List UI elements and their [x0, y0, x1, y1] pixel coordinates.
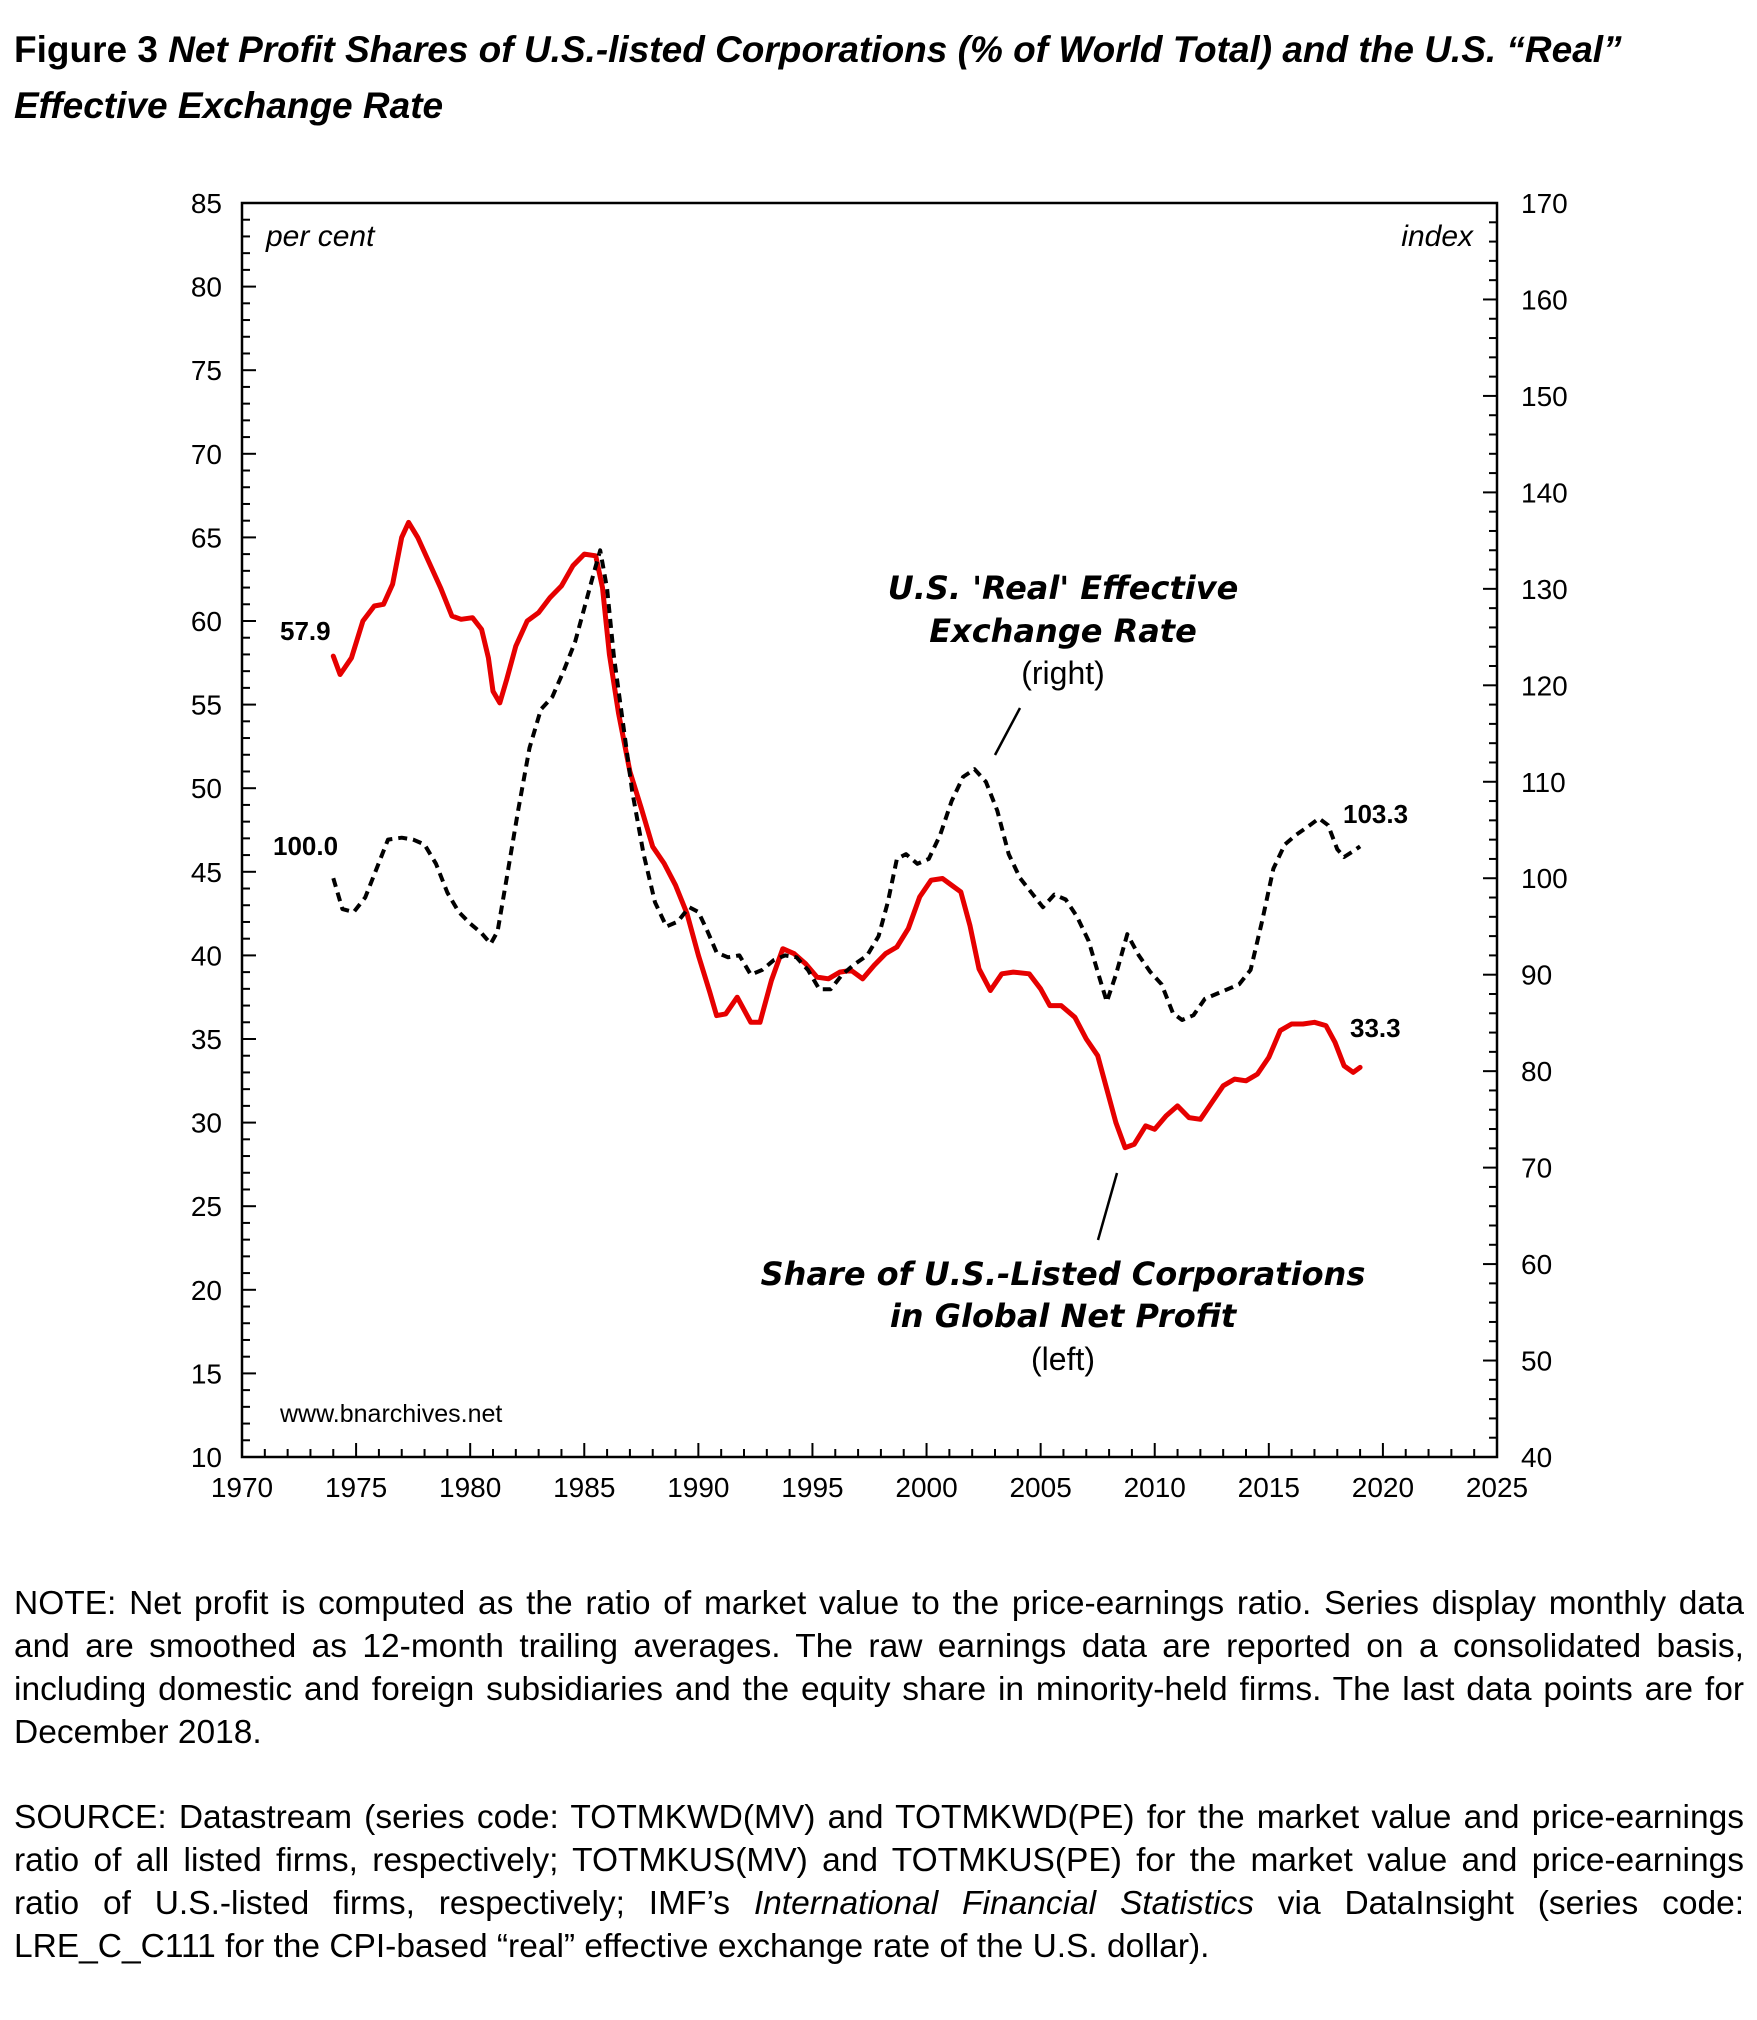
profit-start-label: 57.9 [280, 616, 331, 646]
y-left-tick-label: 20 [191, 1275, 222, 1306]
y-left-tick-label: 30 [191, 1108, 222, 1139]
x-tick-label: 2020 [1352, 1472, 1414, 1503]
source-text-1: SOURCE: Datastream (series code: TOTMKWD… [14, 1799, 1744, 1922]
profit-share-annotation-line2: in Global Net Profit [890, 1297, 1238, 1335]
source-url: www.bnarchives.net [279, 1400, 502, 1428]
y-right-tick-label: 100 [1521, 863, 1568, 894]
y-right-tick-label: 130 [1521, 574, 1568, 605]
exchange-end-label: 103.3 [1343, 799, 1408, 829]
exchange-rate-line [331, 548, 1362, 1022]
y-left-tick-label: 35 [191, 1024, 222, 1055]
figure-number: Figure 3 [14, 29, 158, 70]
y-right-tick-label: 70 [1521, 1153, 1552, 1184]
figure-title-text: Net Profit Shares of U.S.-listed Corpora… [14, 29, 1622, 126]
y-left-tick-label: 65 [191, 522, 222, 553]
x-tick-label: 1975 [325, 1472, 387, 1503]
x-tick-label: 1970 [211, 1472, 273, 1503]
y-left-tick-label: 85 [191, 188, 222, 219]
profit-share-annotation-line3: (left) [1031, 1341, 1095, 1377]
exchange-rate-pointer [993, 707, 1022, 756]
y-left-tick-label: 80 [191, 272, 222, 303]
y-right-tick-label: 170 [1521, 188, 1568, 219]
chart: 1970 1975 1980 1985 1990 1995 2000 2005 2010 2015… [191, 188, 1568, 1503]
y-right-tick-label: 140 [1521, 477, 1568, 508]
plot-frame [240, 201, 1499, 1459]
x-tick-label: 1995 [781, 1472, 843, 1503]
x-tick-label: 2025 [1466, 1472, 1528, 1503]
tick-labels: 1970 1975 1980 1985 1990 1995 2000 2005 2010 2015… [191, 188, 1568, 1503]
x-tick-label: 2000 [895, 1472, 957, 1503]
profit-share-annotation-line1: Share of U.S.-Listed Corporations [761, 1255, 1366, 1293]
y-right-tick-label: 60 [1521, 1249, 1552, 1280]
exchange-rate-annotation-line3: (right) [1021, 655, 1105, 691]
series-layer [330, 519, 1363, 1151]
profit-share-line [330, 519, 1363, 1151]
exchange-rate-annotation-line2: Exchange Rate [929, 612, 1197, 650]
x-tick-label: 2005 [1009, 1472, 1071, 1503]
y-left-tick-label: 45 [191, 857, 222, 888]
y-right-tick-label: 50 [1521, 1346, 1552, 1377]
y-left-tick-label: 10 [191, 1442, 222, 1473]
notes: NOTE: Net profit is computed as the rati… [14, 1582, 1744, 2010]
x-tick-label: 1980 [439, 1472, 501, 1503]
x-tick-label: 1990 [667, 1472, 729, 1503]
y-right-tick-label: 120 [1521, 670, 1568, 701]
source-publication: International Financial Statistics [753, 1885, 1254, 1922]
exchange-rate-annotation-line1: U.S. 'Real' Effective [888, 569, 1239, 607]
right-axis-unit: index [1401, 220, 1474, 253]
note-paragraph: NOTE: Net profit is computed as the rati… [14, 1585, 1744, 1751]
y-left-tick-label: 60 [191, 606, 222, 637]
y-left-tick-label: 55 [191, 690, 222, 721]
y-left-tick-label: 70 [191, 439, 222, 470]
figure-title: Figure 3 Net Profit Shares of U.S.-liste… [14, 22, 1744, 134]
y-right-tick-label: 150 [1521, 381, 1568, 412]
y-left-tick-label: 50 [191, 773, 222, 804]
source-paragraph: SOURCE: Datastream (series code: TOTMKWD… [14, 1796, 1744, 1968]
x-tick-label: 2015 [1238, 1472, 1300, 1503]
y-right-tick-label: 40 [1521, 1442, 1552, 1473]
profit-share-pointer [1096, 1172, 1119, 1241]
y-right-tick-label: 160 [1521, 284, 1568, 315]
source-text-2: via DataInsight (series code: LRE_C_C111… [14, 1885, 1745, 1965]
left-axis-unit: per cent [265, 220, 376, 253]
exchange-start-label: 100.0 [273, 831, 338, 861]
y-right-tick-label: 110 [1521, 767, 1566, 798]
y-left-tick-label: 75 [191, 355, 222, 386]
y-left-tick-label: 25 [191, 1191, 222, 1222]
y-left-tick-label: 15 [191, 1358, 222, 1389]
profit-end-label: 33.3 [1350, 1013, 1401, 1043]
y-right-tick-label: 80 [1521, 1056, 1552, 1087]
y-left-tick-label: 40 [191, 940, 222, 971]
x-tick-label: 1985 [553, 1472, 615, 1503]
x-tick-label: 2010 [1124, 1472, 1186, 1503]
y-right-tick-label: 90 [1521, 960, 1552, 991]
